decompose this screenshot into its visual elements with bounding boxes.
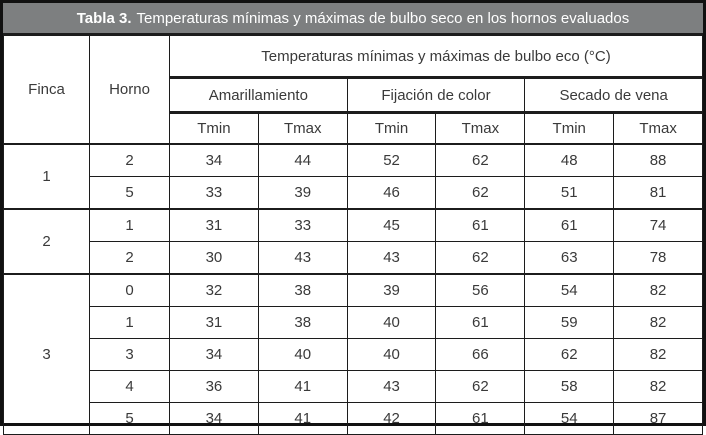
temp-cell: 62 — [435, 370, 526, 403]
temp-cell: 38 — [257, 306, 348, 339]
horno-cell: 4 — [89, 370, 170, 403]
horno-cell: 5 — [89, 176, 170, 210]
temp-cell: 87 — [613, 402, 703, 435]
temp-cell: 82 — [613, 338, 703, 371]
header-row-span: Finca Horno Temperaturas mínimas y máxim… — [3, 35, 703, 145]
horno-cell: 2 — [89, 143, 170, 177]
temp-cell: 61 — [435, 402, 526, 435]
temp-cell: 34 — [169, 402, 259, 435]
temp-cell: 40 — [346, 338, 437, 371]
temp-cell: 36 — [169, 370, 259, 403]
temp-cell: 31 — [169, 306, 259, 339]
temp-cell: 63 — [524, 241, 615, 275]
temp-cell: 42 — [346, 402, 437, 435]
temp-cell: 62 — [435, 143, 526, 177]
temp-cell: 32 — [169, 273, 259, 307]
horno-cell: 1 — [89, 208, 170, 242]
temp-cell: 74 — [613, 208, 703, 242]
header-row-phases: Amarillamiento Fijación de color Secado … — [4, 77, 703, 114]
col-header-tmax: Tmax — [435, 112, 526, 145]
temp-cell: 61 — [435, 306, 526, 339]
temp-cell: 56 — [435, 273, 526, 307]
temp-cell: 40 — [257, 338, 348, 371]
temp-cell: 61 — [435, 208, 526, 242]
temp-cell: 34 — [169, 338, 259, 371]
temp-cell: 52 — [346, 143, 437, 177]
horno-cell: 1 — [89, 306, 170, 339]
temp-cell: 58 — [524, 370, 615, 403]
temp-cell: 54 — [524, 402, 615, 435]
horno-cell: 5 — [89, 402, 170, 435]
col-header-tmax: Tmax — [257, 112, 348, 145]
temp-cell: 38 — [257, 273, 348, 307]
temp-cell: 46 — [346, 176, 437, 210]
horno-cell: 0 — [89, 273, 170, 307]
finca-cell: 1 — [3, 143, 90, 210]
temp-cell: 43 — [346, 241, 437, 275]
finca-cell: 3 — [3, 273, 90, 435]
temp-cell: 39 — [257, 176, 348, 210]
finca-cell: 2 — [3, 208, 90, 275]
col-header-fijacion: Fijación de color — [346, 77, 526, 114]
temp-cell: 30 — [169, 241, 259, 275]
col-header-secado: Secado de vena — [524, 77, 703, 114]
temp-cell: 78 — [613, 241, 703, 275]
temp-cell: 48 — [524, 143, 615, 177]
temp-cell: 34 — [169, 143, 259, 177]
col-header-temperaturas: Temperaturas mínimas y máximas de bulbo … — [169, 35, 703, 79]
table-title-bar: Tabla 3. Temperaturas mínimas y máximas … — [3, 3, 703, 35]
table-row: 5 34 41 42 61 54 87 — [4, 402, 703, 435]
temp-cell: 82 — [613, 370, 703, 403]
temp-cell: 61 — [524, 208, 615, 242]
temp-cell: 33 — [169, 176, 259, 210]
col-header-finca: Finca — [3, 35, 90, 145]
temp-cell: 54 — [524, 273, 615, 307]
col-header-tmin: Tmin — [346, 112, 437, 145]
header-row-minmax: Tmin Tmax Tmin Tmax Tmin Tmax — [4, 112, 703, 145]
temp-cell: 31 — [169, 208, 259, 242]
table-row: 3 34 40 40 66 62 82 — [4, 338, 703, 371]
table-title-label: Tabla 3. — [76, 9, 132, 27]
temp-cell: 62 — [524, 338, 615, 371]
temp-cell: 62 — [435, 176, 526, 210]
temp-cell: 33 — [257, 208, 348, 242]
horno-cell: 2 — [89, 241, 170, 275]
temp-cell: 82 — [613, 306, 703, 339]
temp-cell: 81 — [613, 176, 703, 210]
temp-cell: 43 — [346, 370, 437, 403]
table-row: 1 2 34 44 52 62 48 88 — [3, 143, 703, 210]
temp-cell: 66 — [435, 338, 526, 371]
temp-cell: 41 — [257, 370, 348, 403]
temp-cell: 45 — [346, 208, 437, 242]
col-header-horno: Horno — [89, 35, 170, 145]
table-row: 4 36 41 43 62 58 82 — [4, 370, 703, 403]
col-header-tmin: Tmin — [169, 112, 259, 145]
temp-cell: 44 — [257, 143, 348, 177]
temp-cell: 43 — [257, 241, 348, 275]
temperature-table: Finca Horno Temperaturas mínimas y máxim… — [3, 35, 703, 435]
temp-cell: 59 — [524, 306, 615, 339]
temp-cell: 62 — [435, 241, 526, 275]
temp-cell: 39 — [346, 273, 437, 307]
col-header-tmax: Tmax — [613, 112, 703, 145]
temp-cell: 82 — [613, 273, 703, 307]
col-header-tmin: Tmin — [524, 112, 615, 145]
table-row: 2 1 31 33 45 61 61 74 — [3, 208, 703, 275]
table-row: 2 30 43 43 62 63 78 — [4, 241, 703, 275]
temp-cell: 51 — [524, 176, 615, 210]
table-title-text: Temperaturas mínimas y máximas de bulbo … — [136, 9, 630, 27]
temp-cell: 41 — [257, 402, 348, 435]
col-header-amarillamiento: Amarillamiento — [169, 77, 348, 114]
table-row: 5 33 39 46 62 51 81 — [4, 176, 703, 210]
horno-cell: 3 — [89, 338, 170, 371]
temp-cell: 40 — [346, 306, 437, 339]
table-row: 3 0 32 38 39 56 54 82 — [3, 273, 703, 435]
temp-cell: 88 — [613, 143, 703, 177]
table-row: 1 31 38 40 61 59 82 — [4, 306, 703, 339]
